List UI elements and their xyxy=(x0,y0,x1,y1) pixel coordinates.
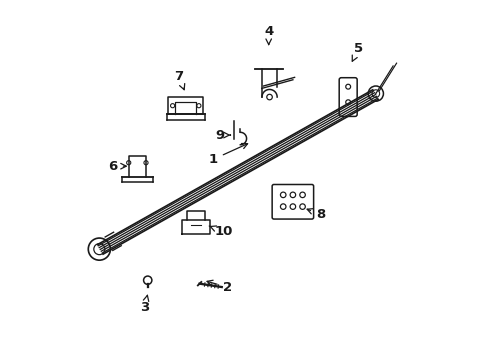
Text: 4: 4 xyxy=(264,25,273,45)
Text: 2: 2 xyxy=(206,280,231,294)
Text: 3: 3 xyxy=(140,295,149,314)
Text: 9: 9 xyxy=(215,129,230,141)
Text: 6: 6 xyxy=(108,160,126,173)
Text: 5: 5 xyxy=(351,42,363,61)
Text: 10: 10 xyxy=(209,225,232,238)
Text: 1: 1 xyxy=(208,144,247,166)
Text: 7: 7 xyxy=(174,70,184,90)
Text: 8: 8 xyxy=(306,208,325,221)
